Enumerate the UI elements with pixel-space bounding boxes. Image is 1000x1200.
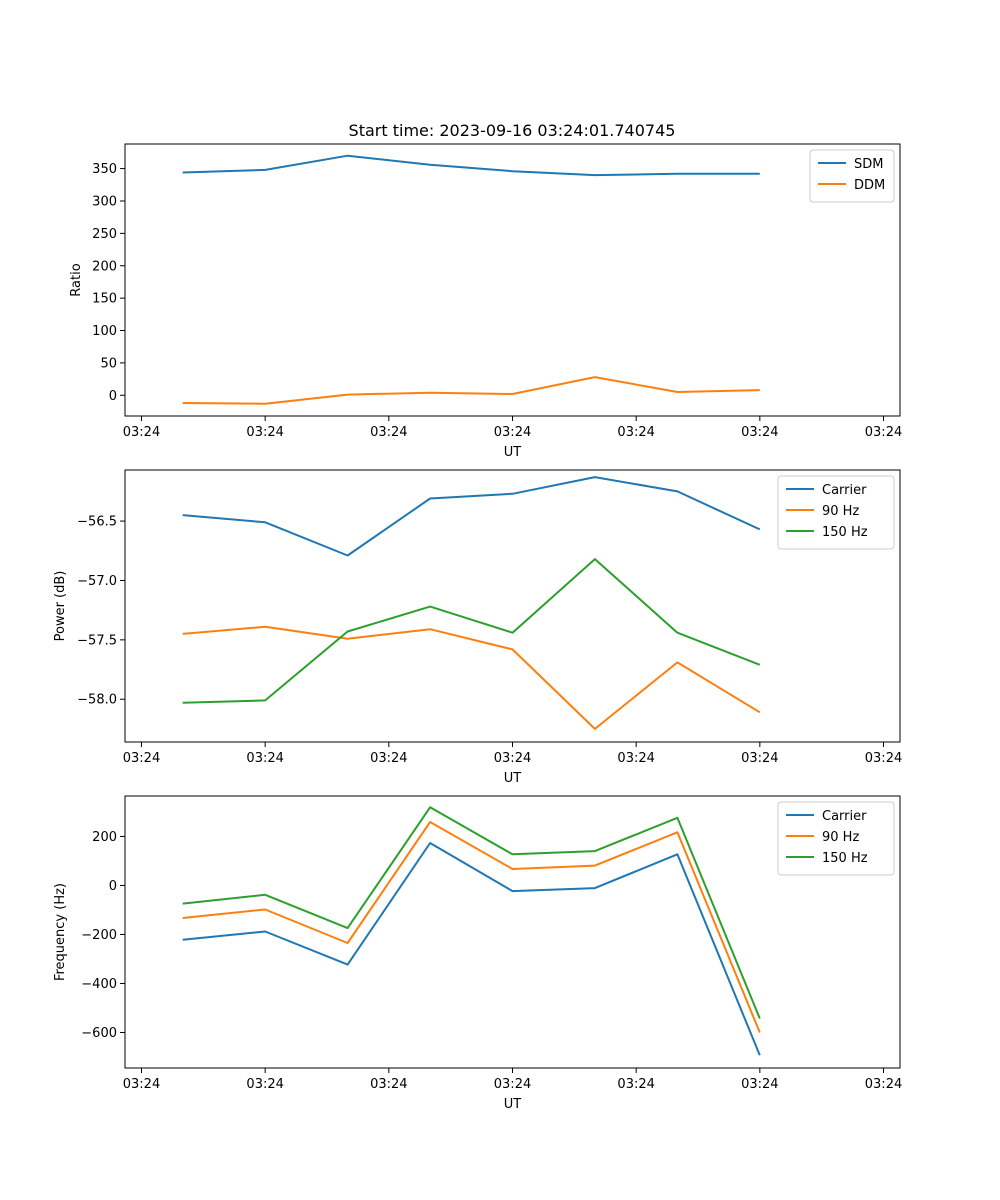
x-tick-label-frequency: 03:24 <box>123 1077 160 1092</box>
plot-frequency: 03:24 03:24 03:24 03:24 03:24 03:24 03:24 −600 −… <box>53 795 902 1112</box>
series-line-frequency-1 <box>182 821 761 1033</box>
series-line-frequency-0 <box>182 842 761 1056</box>
y-axis-label-power: Power (dB) <box>53 571 68 642</box>
x-tick-label-power: 03:24 <box>494 751 531 766</box>
series-line-ratio-1 <box>182 376 760 405</box>
y-tick-label-frequency: 200 <box>92 830 117 845</box>
legend-label-frequency-2: 150 Hz <box>822 851 868 866</box>
legend-label-ratio-1: DDM <box>854 178 885 193</box>
x-tick-label-ratio: 03:24 <box>246 425 283 440</box>
x-tick-label-frequency: 03:24 <box>741 1077 778 1092</box>
x-tick-label-frequency: 03:24 <box>494 1077 531 1092</box>
legend-frequency: Carrier 90 Hz 150 Hz <box>777 801 895 876</box>
x-axis-label-ratio: UT <box>504 445 522 460</box>
series-line-power-2 <box>182 558 761 704</box>
y-axis-label-ratio: Ratio <box>69 263 84 296</box>
series-line-power-1 <box>182 625 761 730</box>
legend-label-frequency-1: 90 Hz <box>822 830 859 845</box>
y-tick-label-ratio: 200 <box>92 259 117 274</box>
legend-label-frequency-0: Carrier <box>822 809 867 824</box>
x-tick-label-frequency: 03:24 <box>617 1077 654 1092</box>
x-tick-label-power: 03:24 <box>123 751 160 766</box>
plot-ratio: 03:24 03:24 03:24 03:24 03:24 03:24 03:24 0 50 10… <box>69 143 902 460</box>
x-tick-label-ratio: 03:24 <box>123 425 160 440</box>
y-tick-label-frequency: −200 <box>81 928 117 943</box>
x-tick-label-ratio: 03:24 <box>494 425 531 440</box>
x-tick-label-power: 03:24 <box>617 751 654 766</box>
x-tick-label-ratio: 03:24 <box>741 425 778 440</box>
x-tick-label-frequency: 03:24 <box>865 1077 902 1092</box>
y-tick-label-ratio: 50 <box>100 356 117 371</box>
legend-ratio: SDM DDM <box>809 149 895 203</box>
y-tick-label-ratio: 250 <box>92 227 117 242</box>
series-line-ratio-0 <box>182 154 760 177</box>
y-tick-label-power: −57.0 <box>77 574 117 589</box>
y-tick-label-frequency: 0 <box>109 879 117 894</box>
x-tick-label-power: 03:24 <box>741 751 778 766</box>
chart-title: Start time: 2023-09-16 03:24:01.740745 <box>349 121 676 140</box>
plot-power: 03:24 03:24 03:24 03:24 03:24 03:24 03:24 −58.0… <box>53 469 902 786</box>
x-tick-label-power: 03:24 <box>370 751 407 766</box>
legend-label-power-2: 150 Hz <box>822 525 868 540</box>
legend-label-ratio-0: SDM <box>854 157 883 172</box>
plots: 03:24 03:24 03:24 03:24 03:24 03:24 03:24 0 50 10… <box>53 143 902 1112</box>
legend-power: Carrier 90 Hz 150 Hz <box>777 475 895 550</box>
legend-label-power-0: Carrier <box>822 483 867 498</box>
y-tick-label-power: −58.0 <box>77 693 117 708</box>
y-tick-label-ratio: 100 <box>92 324 117 339</box>
y-tick-label-frequency: −600 <box>81 1026 117 1041</box>
series-line-frequency-2 <box>182 806 761 1019</box>
x-tick-label-power: 03:24 <box>865 751 902 766</box>
series-line-power-0 <box>182 476 761 557</box>
legend-label-power-1: 90 Hz <box>822 504 859 519</box>
x-tick-label-power: 03:24 <box>246 751 283 766</box>
x-tick-label-frequency: 03:24 <box>246 1077 283 1092</box>
y-tick-label-power: −56.5 <box>77 515 117 530</box>
x-tick-label-ratio: 03:24 <box>617 425 654 440</box>
y-tick-label-frequency: −400 <box>81 977 117 992</box>
x-tick-label-frequency: 03:24 <box>370 1077 407 1092</box>
y-tick-label-ratio: 350 <box>92 162 117 177</box>
x-tick-label-ratio: 03:24 <box>865 425 902 440</box>
x-axis-label-frequency: UT <box>504 1097 522 1112</box>
y-tick-label-power: −57.5 <box>77 633 117 648</box>
x-axis-label-power: UT <box>504 771 522 786</box>
y-tick-label-ratio: 300 <box>92 194 117 209</box>
y-tick-label-ratio: 0 <box>109 389 117 404</box>
y-axis-label-frequency: Frequency (Hz) <box>53 883 68 981</box>
x-tick-label-ratio: 03:24 <box>370 425 407 440</box>
y-tick-label-ratio: 150 <box>92 292 117 307</box>
